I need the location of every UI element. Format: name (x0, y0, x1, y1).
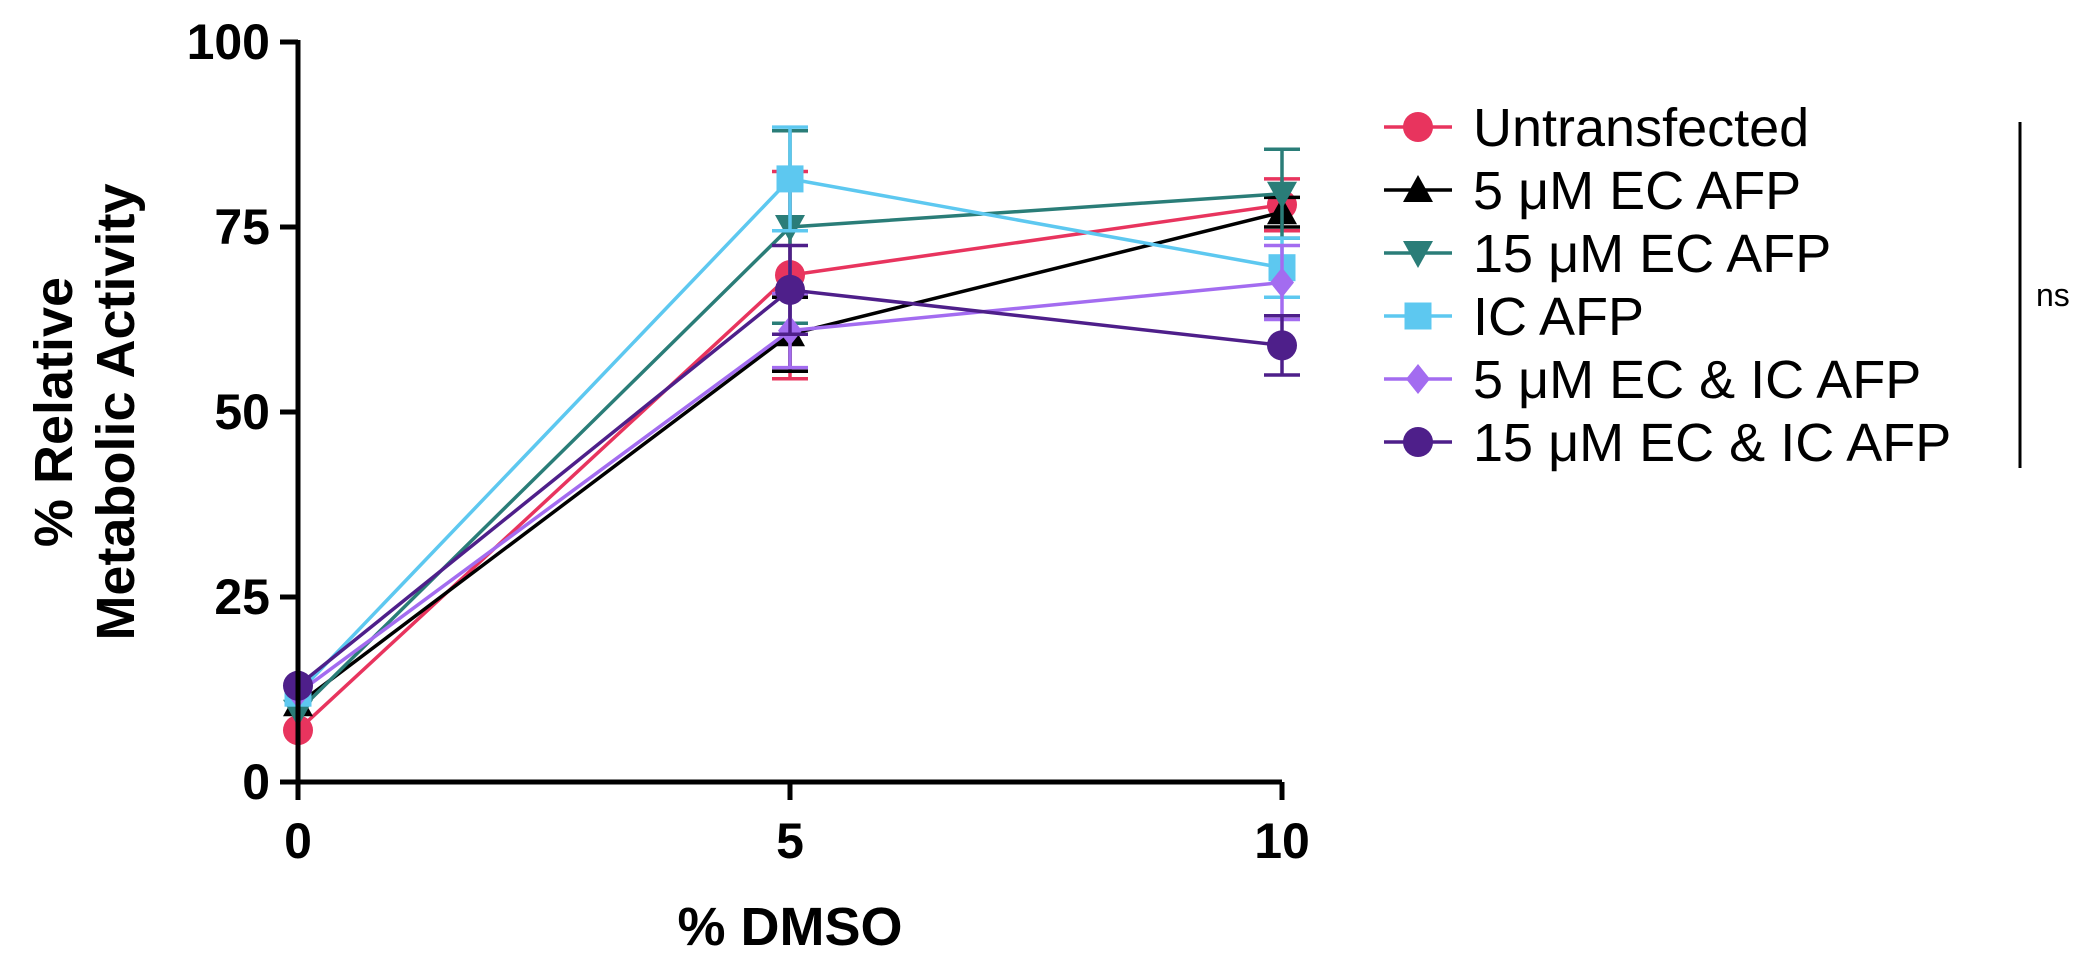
y-axis-title-line: % Relative (24, 277, 84, 547)
data-point (1270, 267, 1294, 298)
legend-marker (1403, 175, 1433, 202)
significance-label: ns (2036, 277, 2070, 313)
legend-label: 5 μM EC & IC AFP (1473, 350, 1921, 410)
data-point (1267, 181, 1297, 209)
y-axis-title-line: Metabolic Activity (86, 183, 146, 640)
y-axis-title: % RelativeMetabolic Activity (24, 183, 146, 640)
legend-item-5-m-ec-afp: 5 μM EC AFP (1384, 161, 1801, 221)
legend-label: 5 μM EC AFP (1473, 161, 1801, 221)
data-point (775, 274, 805, 305)
x-axis-title: % DMSO (677, 897, 902, 957)
legend-marker (1403, 112, 1433, 142)
y-tick-label: 50 (214, 384, 270, 440)
series-5-m-ec-ic-afp (286, 243, 1300, 709)
axes: 0 25 50 75 100 0 5 10 % DMSO % RelativeMetabolic … (24, 14, 1310, 957)
legend-label: 15 μM EC & IC AFP (1473, 413, 1951, 473)
legend-item-15-m-ec-afp: 15 μM EC AFP (1384, 224, 1831, 284)
legend-marker (1406, 364, 1430, 394)
legend-label: Untransfected (1473, 98, 1809, 158)
legend-item-untransfected: Untransfected (1384, 98, 1809, 158)
legend-marker (1404, 302, 1432, 330)
x-tick-label: 5 (776, 813, 804, 869)
legend-label: IC AFP (1473, 287, 1644, 347)
plot-area (283, 125, 1300, 746)
significance-annotation: ns (2018, 122, 2070, 468)
legend-marker (1403, 241, 1433, 268)
series-15-m-ec-ic-afp (283, 243, 1300, 701)
legend-item-5-m-ec-ic-afp: 5 μM EC & IC AFP (1384, 350, 1921, 410)
x-tick-label: 10 (1254, 813, 1310, 869)
y-tick-label: 0 (242, 754, 270, 810)
legend-item-15-m-ec-ic-afp: 15 μM EC & IC AFP (1384, 413, 1951, 473)
legend-item-ic-afp: IC AFP (1384, 287, 1644, 347)
series-ic-afp (284, 125, 1300, 707)
data-point (1267, 330, 1297, 361)
data-point (776, 165, 804, 193)
legend-label: 15 μM EC AFP (1473, 224, 1831, 284)
y-tick-label: 25 (214, 569, 270, 625)
legend-marker (1403, 427, 1433, 457)
y-tick-label: 75 (214, 199, 270, 255)
y-tick-label: 100 (187, 14, 270, 70)
x-tick-label: 0 (284, 813, 312, 869)
